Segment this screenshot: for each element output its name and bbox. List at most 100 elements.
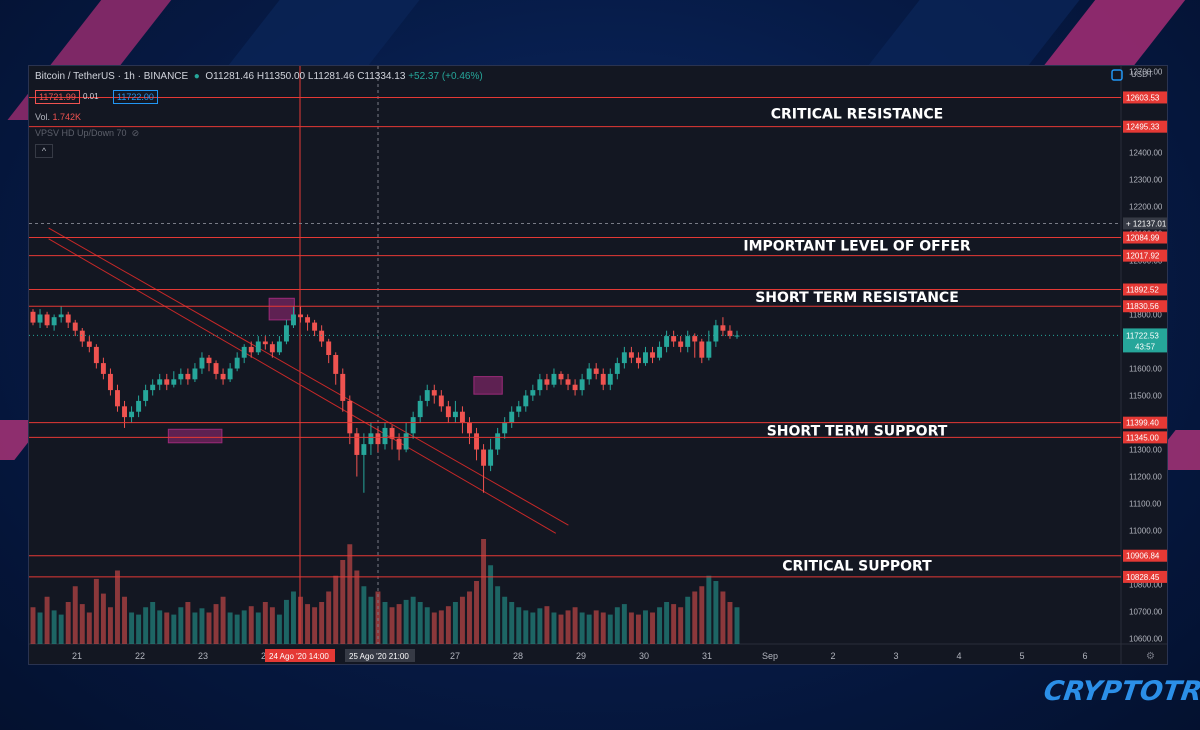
volume-bar [100,593,106,644]
candle-body [474,433,479,450]
price-level-label: 12603.53 [1126,93,1160,102]
candle-body [347,400,353,434]
eye-off-icon[interactable]: ⊘ [129,128,140,138]
candle-body [199,357,205,369]
price-level-tag [1123,549,1167,562]
volume-bar [551,612,557,644]
volume-bar [509,602,515,644]
volume-label: Vol. [35,112,51,122]
volume-bar [326,591,332,644]
volume-bar [136,614,142,644]
volume-bar [530,612,536,644]
price-level-tag [1123,249,1167,262]
candle-body [396,438,402,450]
volume-bar [220,596,226,644]
volume-bar [685,596,691,644]
volume-bar [544,606,550,644]
candle-body [403,433,409,450]
candle-body [544,379,550,385]
y-tick-label: 11300.00 [1129,446,1162,455]
volume-bar [579,612,585,644]
price-level-tag [1123,231,1167,244]
candle-body [164,379,170,385]
candle-body [488,449,494,466]
candle-body [136,400,142,412]
trendline [48,227,569,526]
volume-bar [727,602,733,644]
y-tick-label: 12400.00 [1129,148,1163,157]
y-tick-label: 11800.00 [1129,310,1162,319]
price-level-tag [1123,416,1167,429]
volume-bar [720,591,726,644]
candle-body [481,449,487,466]
x-tick-label: 30 [639,651,649,661]
volume-bar [593,610,599,644]
candle-body [643,352,648,364]
candle-body [269,344,275,353]
candle-body [551,373,557,385]
sell-button[interactable]: 11721.99 [35,90,80,104]
candle-body [354,433,360,455]
crosshair-date-label: 25 Ago '20 21:00 [349,652,409,661]
volume-bar [516,607,522,644]
candle-body [579,379,585,391]
x-tick-label: 23 [198,651,208,661]
price-level-label: 12017.92 [1126,252,1160,261]
price-level-label: 12495.33 [1126,123,1160,132]
level-annotation: SHORT TERM RESISTANCE [755,290,959,306]
volume-bar [30,607,36,644]
buy-button[interactable]: 11722.00 [113,90,158,104]
volume-bar [199,608,205,644]
candle-body [305,317,311,323]
volume-bar [481,539,487,644]
gear-icon[interactable]: ⚙ [1146,651,1155,662]
y-tick-label: 12300.00 [1129,175,1163,184]
candle-body [276,341,282,353]
candle-body [319,330,325,342]
volume-bar [150,602,156,644]
x-tick-label: 6 [1082,651,1087,661]
candle-body [452,411,458,418]
indicator-legend[interactable]: VPSV HD Up/Down 70 ⊘ [35,128,139,139]
volume-bar [213,604,219,644]
volume-bar [699,586,705,644]
candle-body [530,390,536,396]
collapse-button[interactable]: ^ [35,144,53,158]
volume-bar [650,612,655,644]
candle-body [516,406,522,412]
candlestick-chart[interactable]: 10600.0010700.0010800.0010900.0011000.00… [29,66,1167,664]
indicator-label: VPSV HD Up/Down 70 [35,128,127,138]
candle-body [291,314,296,326]
volume-bar [607,614,613,644]
volume-bar [664,602,670,644]
volume-bar [657,607,663,644]
volume-bar [44,596,50,644]
y-tick-label: 10800.00 [1129,581,1163,590]
volume-bar [354,570,360,644]
price-level-tag [1123,91,1167,104]
candle-body [283,325,289,342]
candle-body [58,314,64,318]
volume-bar [396,604,402,644]
candle-body [706,341,712,358]
background-stripe [224,0,436,70]
candle-body [382,427,388,445]
y-tick-label: 11600.00 [1129,365,1162,374]
y-tick-label: 11000.00 [1129,527,1162,536]
ohlc-low: L11281.46 [307,71,355,82]
candle-body [657,346,663,358]
candle-body [79,330,85,342]
chart-frame[interactable]: 10600.0010700.0010800.0010900.0011000.00… [28,65,1168,665]
volume-bar [368,596,374,644]
x-tick-label: 29 [576,651,586,661]
volume-bar [171,614,177,644]
candle-body [361,444,367,455]
cryptotrips-logo: CRYPTOTRIPS [1041,676,1200,707]
candle-body [234,357,240,369]
volume-bar [452,602,458,644]
candle-body [607,373,613,385]
volume-bar [185,602,191,644]
fullscreen-icon[interactable] [1111,69,1123,81]
crosshair-price-label: + 12137.01 [1126,219,1167,228]
candle-body [586,368,592,380]
